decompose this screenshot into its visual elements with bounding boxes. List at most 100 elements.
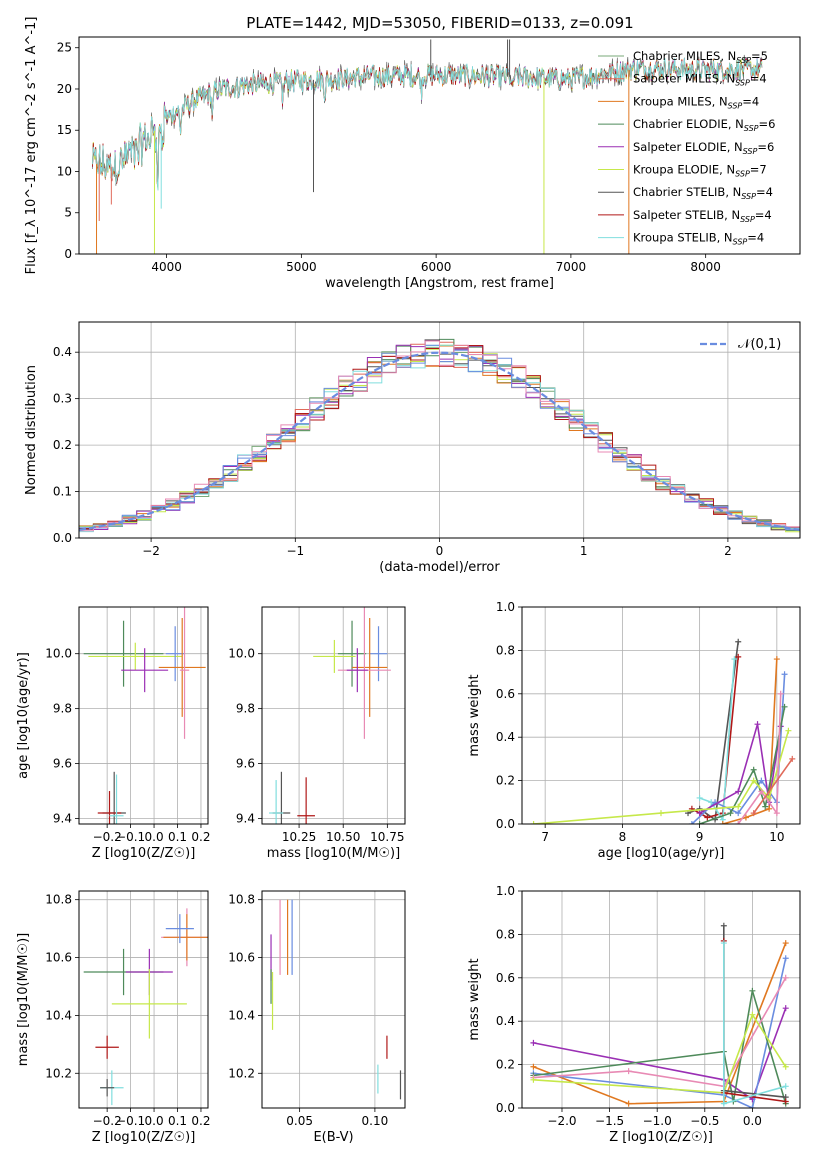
mass_weight_vs_Z-marker	[720, 940, 727, 947]
mass_weight_vs_age-series-line	[753, 758, 793, 814]
residual_histogram-ytick-label: 0.2	[53, 438, 72, 452]
plots-layer: 4000 5000 6000 7000 80000510152025wavelength…	[16, 17, 801, 1145]
mass_weight_vs_age-xtick-label: 9	[696, 830, 704, 844]
mass_weight_vs_age-ytick-label: 0.6	[496, 687, 515, 701]
legend-label: Kroupa ELODIE, NSSP=7	[633, 163, 767, 179]
residual_histogram-ylabel: Normed distribution	[24, 365, 39, 495]
mass_vs_Z-xlabel: Z [log10(Z/Z☉)]	[92, 1130, 196, 1145]
spectrum-ytick-label: 10	[57, 164, 72, 178]
mass_vs_Z-ylabel: mass [log10(M/M☉)]	[16, 933, 31, 1066]
mass_weight_vs_Z-frame	[521, 890, 801, 1109]
spectrum-xtick-label: 6000	[421, 260, 452, 274]
age_vs_Z-xtick-label: 0.0	[145, 830, 164, 844]
mass_weight_vs_age-marker	[750, 810, 757, 817]
residual_histogram-xlabel: (data-model)/error	[379, 560, 500, 575]
mass_weight_vs_Z-marker	[782, 1083, 789, 1090]
mass_vs_Z-xtick-label: 0.0	[145, 1114, 164, 1128]
age_vs_Z-xlabel: Z [log10(Z/Z☉)]	[92, 846, 196, 861]
mass_weight_vs_age-marker	[758, 788, 765, 795]
legend-label: Salpeter ELODIE, NSSP=6	[633, 140, 774, 156]
mass_vs_EBV-ytick-label: 10.2	[228, 1066, 255, 1080]
mass_weight_vs_Z-marker	[530, 1039, 537, 1046]
legend-label: Kroupa MILES, NSSP=4	[633, 94, 759, 110]
mass_weight_vs_age-marker	[731, 656, 738, 663]
spectrum-xtick-label: 5000	[286, 260, 317, 274]
age_vs_mass-frame	[261, 606, 406, 825]
residual_histogram-panel: −2 −1 0 1 2 0.0 0.1 0.2 0.3 0.4 (data-model)/error…	[24, 321, 801, 575]
mass_vs_Z-ytick-label: 10.8	[45, 893, 72, 907]
mass_weight_vs_Z-ytick-label: 0.8	[496, 927, 515, 941]
mass_weight_vs_Z-marker	[782, 1005, 789, 1012]
mass_weight_vs_age-marker	[781, 671, 788, 678]
spectrum-ytick-label: 15	[57, 123, 72, 137]
spectrum-ylabel: Flux [f_λ 10^-17 erg cm^-2 s^-1 A^-1]	[24, 17, 39, 275]
mass_weight_vs_age-marker	[781, 703, 788, 710]
mass_vs_EBV-frame	[261, 890, 406, 1109]
residual_histogram-frame	[78, 321, 801, 539]
residual_histogram-ytick-label: 0.0	[53, 531, 72, 545]
mass_weight_vs_age-marker	[696, 810, 703, 817]
spectrum-ytick-label: 25	[57, 41, 72, 55]
legend-label: Salpeter MILES, NSSP=4	[633, 72, 767, 88]
age_vs_mass-ytick-label: 9.4	[236, 812, 255, 826]
mass_weight_vs_age-marker	[766, 794, 773, 801]
mass_vs_EBV-ytick-label: 10.8	[228, 893, 255, 907]
mass_vs_Z-panel: −0.2−0.1 0.0 0.1 0.2 10.2 10.4 10.6 10.8 Z [log1…	[16, 890, 211, 1145]
mass_weight_vs_Z-xtick-label: −1.5	[595, 1114, 624, 1128]
legend-label: Chabrier MILES, NSSP=5	[633, 49, 768, 65]
mass_weight_vs_age-marker	[789, 755, 796, 762]
mass_weight_vs_Z-marker	[530, 1076, 537, 1083]
mass_vs_Z-ytick-label: 10.4	[45, 1008, 72, 1022]
mass_weight_vs_Z-xtick-label: −2.0	[547, 1114, 576, 1128]
age_vs_Z-ytick-label: 9.4	[53, 812, 72, 826]
mass_weight_vs_Z-xtick-label: −1.0	[643, 1114, 672, 1128]
mass_weight_vs_Z-marker	[782, 955, 789, 962]
age_vs_mass-ytick-label: 9.6	[236, 757, 255, 771]
histogram-step	[79, 340, 800, 532]
mass_weight_vs_Z-xtick-label: −0.5	[690, 1114, 719, 1128]
mass_weight_vs_age-marker	[762, 803, 769, 810]
mass_weight_vs_age-marker	[719, 821, 726, 824]
mass_weight_vs_Z-ytick-label: 1.0	[496, 884, 515, 898]
mass_weight_vs_age-frame	[521, 606, 801, 825]
mass_weight_vs_age-marker	[696, 821, 703, 824]
mass_vs_EBV-xtick-label: 0.10	[362, 1114, 389, 1128]
mass_vs_Z-frame	[78, 890, 209, 1109]
mass_weight_vs_Z-xtick-label: 0.0	[743, 1114, 762, 1128]
mass_weight_vs_age-ytick-label: 0.0	[496, 817, 515, 831]
age_vs_mass-xtick-label: 10.75	[370, 830, 404, 844]
spectrum-line-8	[92, 57, 763, 191]
age_vs_Z-xtick-label: 0.2	[191, 830, 210, 844]
mass_weight_vs_Z-marker	[749, 1011, 756, 1018]
residual_histogram-ytick-label: 0.1	[53, 485, 72, 499]
residual_histogram-xtick-label: 0	[436, 544, 444, 558]
mass_weight_vs_age-ytick-label: 1.0	[496, 600, 515, 614]
mass_weight_vs_age-marker	[773, 656, 780, 663]
spectrum-ytick-label: 5	[64, 206, 72, 220]
mass_vs_Z-xtick-label: −0.2	[93, 1114, 122, 1128]
mass_weight_vs_Z-series-line	[533, 990, 787, 1104]
mass_weight_vs_Z-plot-area	[530, 922, 789, 1108]
age_vs_mass-plot-area	[269, 607, 391, 824]
age_vs_Z-plot-area	[83, 607, 206, 824]
mass_vs_Z-xtick-label: −0.1	[116, 1114, 145, 1128]
mass_weight_vs_Z-marker	[782, 1063, 789, 1070]
mass_weight_vs_age-marker	[766, 805, 773, 812]
mass_weight_vs_Z-marker	[749, 1105, 756, 1108]
age_vs_Z-frame	[78, 606, 209, 825]
mass_weight_vs_Z-marker	[749, 987, 756, 994]
mass_weight_vs_age-marker	[735, 653, 742, 660]
mass_vs_EBV-plot-area	[270, 899, 402, 1100]
mass_weight_vs_Z-series-line	[533, 1007, 787, 1101]
spectrum-ytick-label: 0	[64, 247, 72, 261]
mass_weight_vs_age-marker	[658, 810, 664, 817]
mass_weight_vs_age-marker	[758, 777, 765, 784]
spectrum-xtick-label: 4000	[151, 260, 182, 274]
mass_weight_vs_age-xtick-label: 7	[541, 830, 549, 844]
mass_weight_vs_Z-marker	[782, 974, 789, 981]
age_vs_mass-panel: 10.25 10.50 10.75 9.4 9.6 9.8 10.0 mass [log10(…	[228, 606, 406, 861]
mass_weight_vs_age-marker	[735, 810, 742, 817]
age_vs_Z-xtick-label: −0.1	[116, 830, 145, 844]
spectrum-panel: 4000 5000 6000 7000 8000 0 5 10 15 20 25 wavelength…	[24, 17, 801, 291]
